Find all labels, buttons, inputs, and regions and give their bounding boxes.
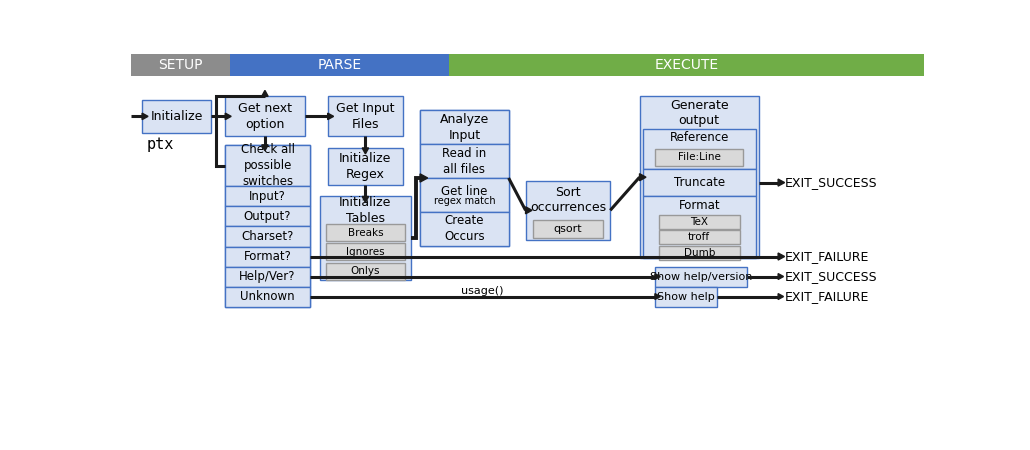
Polygon shape [328,113,334,120]
Text: Create
Occurs: Create Occurs [444,214,485,243]
Bar [659,246,740,260]
Text: Reference: Reference [670,131,729,144]
Text: Get line: Get line [441,184,487,198]
Bar [320,197,411,279]
Text: EXIT_FAILURE: EXIT_FAILURE [784,250,868,263]
Text: Help/Ver?: Help/Ver? [239,270,296,283]
Bar [420,212,509,246]
Text: Input?: Input? [249,190,286,203]
Polygon shape [778,293,784,300]
Bar [420,144,509,178]
Text: TeX: TeX [690,217,709,227]
Bar [655,148,744,166]
Bar [420,178,509,212]
Bar [226,207,310,226]
Polygon shape [640,174,646,181]
Text: Analyze
Input: Analyze Input [440,112,489,142]
Text: Format?: Format? [244,250,291,263]
Text: Get next
option: Get next option [238,102,291,131]
Bar [328,96,403,136]
Bar [659,230,740,244]
Bar [226,247,310,266]
Bar [420,110,509,144]
Text: EXIT_FAILURE: EXIT_FAILURE [784,290,868,303]
Text: PARSE: PARSE [317,58,362,72]
Text: Ignores: Ignores [346,247,385,257]
Text: qsort: qsort [553,224,582,234]
Bar [420,110,509,246]
Polygon shape [778,179,785,186]
Polygon shape [420,174,427,182]
Bar [328,148,403,185]
Bar [659,215,740,229]
Polygon shape [525,207,533,214]
Text: Initialize
Tables: Initialize Tables [339,196,391,225]
Polygon shape [226,113,231,120]
Text: Format: Format [679,199,720,212]
Bar [226,96,305,136]
Bar [643,169,756,197]
Text: Unknown: Unknown [240,290,295,303]
Polygon shape [142,113,148,120]
Bar [226,186,310,207]
Polygon shape [655,293,660,300]
Text: EXIT_SUCCESS: EXIT_SUCCESS [784,270,877,283]
Text: File:Line: File:Line [678,152,721,162]
Text: SETUP: SETUP [159,58,203,72]
Text: Show help: Show help [657,292,715,302]
Text: Initialize: Initialize [150,110,203,123]
Bar [230,54,448,76]
Bar [226,226,310,247]
Bar [643,129,756,169]
Polygon shape [262,90,268,96]
Text: usage(): usage() [461,286,504,296]
Text: Onlys: Onlys [350,266,380,276]
Text: Initialize
Regex: Initialize Regex [339,152,391,181]
Text: Output?: Output? [244,210,291,223]
Text: Check all
possible
switches: Check all possible switches [241,143,295,188]
Text: Show help/version: Show help/version [650,271,752,282]
Bar [643,197,756,258]
Bar [226,287,310,306]
Bar [534,220,603,238]
Text: Truncate: Truncate [674,176,725,189]
Text: Generate
output: Generate output [670,99,728,126]
Bar [640,96,759,258]
Bar [448,54,925,76]
Bar [226,145,310,306]
Text: Get Input
Files: Get Input Files [336,102,394,131]
Text: regex match: regex match [434,196,495,206]
Text: ptx: ptx [146,137,174,153]
Bar [142,100,211,133]
Polygon shape [363,197,369,202]
Bar [525,181,610,239]
Bar [327,224,405,241]
Text: EXIT_SUCCESS: EXIT_SUCCESS [784,176,877,189]
Text: Dumb: Dumb [684,248,715,258]
Text: EXECUTE: EXECUTE [654,58,719,72]
Polygon shape [655,274,660,279]
Bar [327,263,405,279]
Text: Charset?: Charset? [241,230,294,243]
Text: Breaks: Breaks [347,228,383,238]
Bar [655,287,717,306]
Text: Read in
all files: Read in all files [442,147,486,176]
Polygon shape [778,274,784,279]
Bar [226,266,310,287]
Bar [655,266,748,287]
Text: troff: troff [688,232,711,242]
Bar [131,54,230,76]
Bar [327,243,405,261]
Text: Sort
occurrences: Sort occurrences [529,185,606,214]
Bar [226,145,310,186]
Polygon shape [262,145,268,151]
Polygon shape [363,148,369,154]
Polygon shape [778,253,785,260]
